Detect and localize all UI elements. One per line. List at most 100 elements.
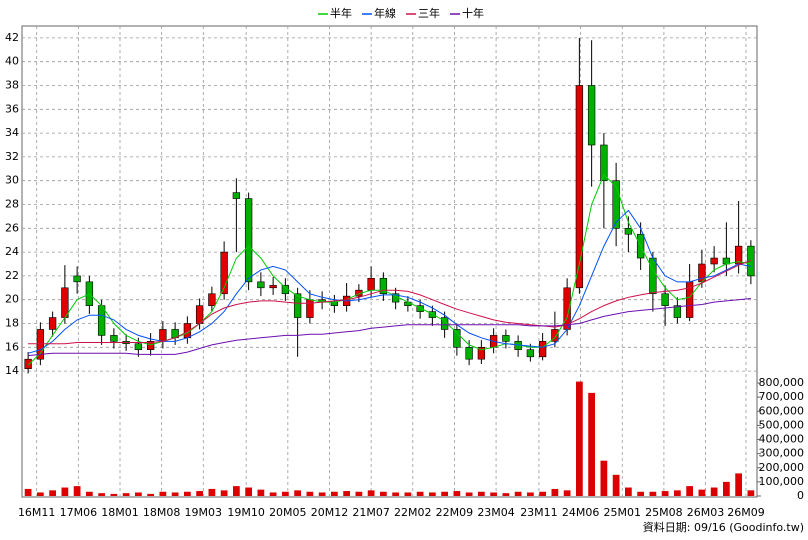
volume-bar xyxy=(441,491,448,496)
volume-bar xyxy=(37,492,44,496)
volume-bar xyxy=(147,493,154,496)
volume-bar xyxy=(429,492,436,496)
source-note: 資料日期: 09/16 (Goodinfo.tw) xyxy=(643,520,804,534)
x-tick-label: 19M10 xyxy=(227,506,265,519)
volume-bar xyxy=(404,492,412,496)
y2-tick-label: 0 xyxy=(797,489,804,502)
volume-bar xyxy=(661,491,669,496)
volume-bar xyxy=(551,488,559,496)
candle-body xyxy=(502,335,510,342)
volume-bar xyxy=(514,491,522,496)
candle-body xyxy=(575,85,584,289)
candle-body xyxy=(293,293,302,318)
volume-bar xyxy=(61,487,69,496)
candle-body xyxy=(673,305,682,318)
volume-bar xyxy=(453,491,461,496)
legend-label: 三年 xyxy=(418,6,440,20)
candle-body xyxy=(208,293,216,306)
plot-frame xyxy=(21,25,758,498)
y2-tick-label: 200,000 xyxy=(759,461,805,474)
candle-body xyxy=(453,329,461,348)
volume-bar xyxy=(122,493,130,496)
volume-bar xyxy=(637,491,644,496)
x-tick-label: 23M04 xyxy=(477,506,515,519)
legend-label: 年線 xyxy=(374,6,396,20)
y2-tick-label: 700,000 xyxy=(759,390,805,403)
volume-bar xyxy=(135,492,142,496)
legend-label: 半年 xyxy=(330,6,352,20)
candle-body xyxy=(269,285,277,289)
candle-body xyxy=(538,341,547,358)
volume-bar xyxy=(269,492,277,496)
ma-line xyxy=(28,298,751,357)
y-tick-label: 30 xyxy=(5,174,19,187)
candle-body xyxy=(24,358,32,370)
candle-body xyxy=(220,251,228,295)
candle-body xyxy=(367,277,375,291)
volume-bar xyxy=(233,486,240,496)
volume-bar xyxy=(735,473,742,496)
x-tick-label: 22M02 xyxy=(394,506,432,519)
x-tick-label: 25M08 xyxy=(645,506,683,519)
volume-bar xyxy=(625,487,632,496)
volume-bar xyxy=(478,491,485,496)
volume-bar xyxy=(539,491,546,496)
volume-bar xyxy=(416,491,424,496)
volume-bar xyxy=(306,491,314,496)
candle-body xyxy=(146,341,155,350)
volume-bar xyxy=(73,486,81,496)
y2-tick-label: 300,000 xyxy=(759,447,805,460)
volume-bar xyxy=(710,487,718,496)
x-tick-label: 18M01 xyxy=(101,506,139,519)
candle-body xyxy=(624,228,633,235)
volume-bar xyxy=(331,491,338,496)
y-tick-label: 18 xyxy=(5,317,19,330)
volume-bar xyxy=(294,490,301,496)
y-tick-label: 20 xyxy=(5,293,19,306)
volume-bar xyxy=(576,381,583,496)
volume-bar xyxy=(220,490,228,496)
candle-body xyxy=(306,299,314,318)
candle-body xyxy=(110,335,118,342)
y-tick-label: 40 xyxy=(5,55,19,68)
candle-body xyxy=(379,277,388,295)
volume-bar xyxy=(723,481,730,496)
x-tick-label: 18M08 xyxy=(143,506,181,519)
volume-bar xyxy=(196,491,203,496)
volume-bar xyxy=(86,491,93,496)
candle-body xyxy=(747,245,755,277)
ma-line xyxy=(27,209,751,354)
candle-body xyxy=(440,317,449,330)
volume-bar xyxy=(490,492,497,496)
y2-tick-label: 600,000 xyxy=(759,404,805,417)
volume-bar xyxy=(208,488,216,496)
volume-bar xyxy=(98,493,105,496)
volume-bar xyxy=(24,488,32,496)
y-tick-label: 26 xyxy=(5,221,19,234)
candle-body xyxy=(48,317,57,330)
candle-body xyxy=(477,346,486,360)
candle-body xyxy=(61,287,69,318)
y2-tick-label: 800,000 xyxy=(759,376,805,389)
x-tick-label: 25M01 xyxy=(604,506,642,519)
candle-body xyxy=(159,329,167,342)
y2-tick-label: 400,000 xyxy=(759,433,805,446)
volume-bar xyxy=(245,487,252,496)
x-tick-label: 17M06 xyxy=(60,506,98,519)
candle-body xyxy=(600,144,608,182)
volume-bar xyxy=(527,492,534,496)
y-tick-label: 32 xyxy=(5,150,19,163)
volume-bar xyxy=(698,489,706,496)
y-tick-label: 14 xyxy=(5,364,19,377)
y2-tick-label: 500,000 xyxy=(759,418,805,431)
candle-body xyxy=(428,311,437,318)
x-tick-label: 20M05 xyxy=(269,506,307,519)
candle-body xyxy=(587,85,596,146)
candle-body xyxy=(710,257,718,265)
candle-body xyxy=(244,198,253,283)
volume-bar xyxy=(686,486,693,496)
x-tick-label: 21M07 xyxy=(352,506,390,519)
volume-bar xyxy=(110,493,118,496)
ma-line xyxy=(27,173,751,366)
